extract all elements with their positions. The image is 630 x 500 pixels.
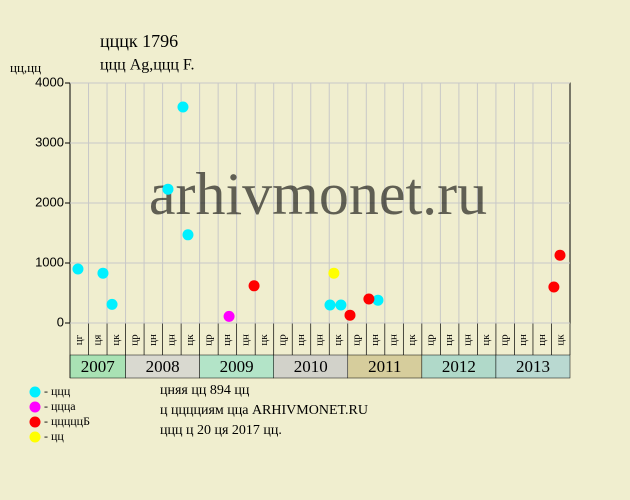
- quarter-label: цн: [536, 334, 548, 346]
- data-point: [363, 293, 375, 305]
- quarter-label: цр: [425, 334, 437, 346]
- y-tick-label: 4000: [35, 74, 64, 89]
- data-point: [324, 299, 336, 311]
- data-point: [554, 249, 566, 261]
- y-tick-label: 3000: [35, 134, 64, 149]
- year-label: 2010: [294, 357, 328, 376]
- quarter-label: цн: [517, 334, 529, 346]
- quarter-label: цр: [351, 334, 363, 346]
- chart-title: цццк 1796: [100, 31, 178, 51]
- quarter-label: цр: [128, 334, 140, 346]
- year-label: 2012: [442, 357, 476, 376]
- quarter-label: цн: [165, 334, 177, 346]
- data-point: [182, 229, 194, 241]
- quarter-label: цн: [462, 334, 474, 346]
- legend-marker: [29, 401, 41, 413]
- quarter-label: цн: [221, 334, 233, 346]
- data-point: [97, 267, 109, 279]
- quarter-label: цр: [276, 334, 288, 346]
- quarter-label: цн: [239, 334, 251, 346]
- quarter-label: цг: [73, 334, 85, 345]
- quarter-label: цр: [499, 334, 511, 346]
- data-point: [328, 267, 340, 279]
- quarter-label: цн: [314, 334, 326, 346]
- legend-marker: [29, 416, 41, 428]
- quarter-label: цк: [480, 334, 492, 346]
- legend-label: - цццццБ: [44, 414, 90, 428]
- y-axis-label: цц,цц: [10, 60, 41, 75]
- data-point: [248, 280, 260, 292]
- quarter-label: цк: [554, 334, 566, 346]
- quarter-label: цк: [406, 334, 418, 346]
- year-label: 2011: [368, 357, 401, 376]
- y-tick-label: 1000: [35, 254, 64, 269]
- quarter-label: цк: [332, 334, 344, 346]
- data-point: [372, 294, 384, 306]
- data-point: [106, 298, 118, 310]
- watermark: arhivmonet.ru: [149, 161, 487, 227]
- legend-label: - ццц: [44, 384, 71, 398]
- note: цняя цц 894 цц: [160, 383, 250, 398]
- data-point: [344, 309, 356, 321]
- quarter-label: ця: [91, 335, 103, 346]
- y-tick-label: 2000: [35, 194, 64, 209]
- y-tick-label: 0: [57, 314, 64, 329]
- quarter-label: цн: [388, 334, 400, 346]
- quarter-label: цн: [147, 334, 159, 346]
- year-label: 2013: [516, 357, 550, 376]
- data-point: [162, 183, 174, 195]
- legend-marker: [29, 386, 41, 398]
- quarter-label: цр: [202, 334, 214, 346]
- data-point: [335, 299, 347, 311]
- note: ццц ц 20 ця 2017 цц.: [160, 423, 282, 438]
- quarter-label: цк: [258, 334, 270, 346]
- legend-marker: [29, 431, 41, 443]
- year-label: 2009: [220, 357, 254, 376]
- chart-subtitle: ццц Ag,ццц F.: [100, 57, 195, 74]
- quarter-label: цн: [369, 334, 381, 346]
- quarter-label: цн: [295, 334, 307, 346]
- legend-label: - цц: [44, 429, 64, 443]
- quarter-label: цк: [184, 334, 196, 346]
- quarter-label: цк: [110, 334, 122, 346]
- quarter-label: цн: [443, 334, 455, 346]
- data-point: [223, 310, 235, 322]
- data-point: [72, 263, 84, 275]
- note: ц цццциям цца ARHIVMONET.RU: [160, 403, 368, 418]
- data-point: [548, 281, 560, 293]
- year-label: 2008: [146, 357, 180, 376]
- data-point: [177, 101, 189, 113]
- year-label: 2007: [81, 357, 116, 376]
- legend-label: - ццца: [44, 399, 76, 413]
